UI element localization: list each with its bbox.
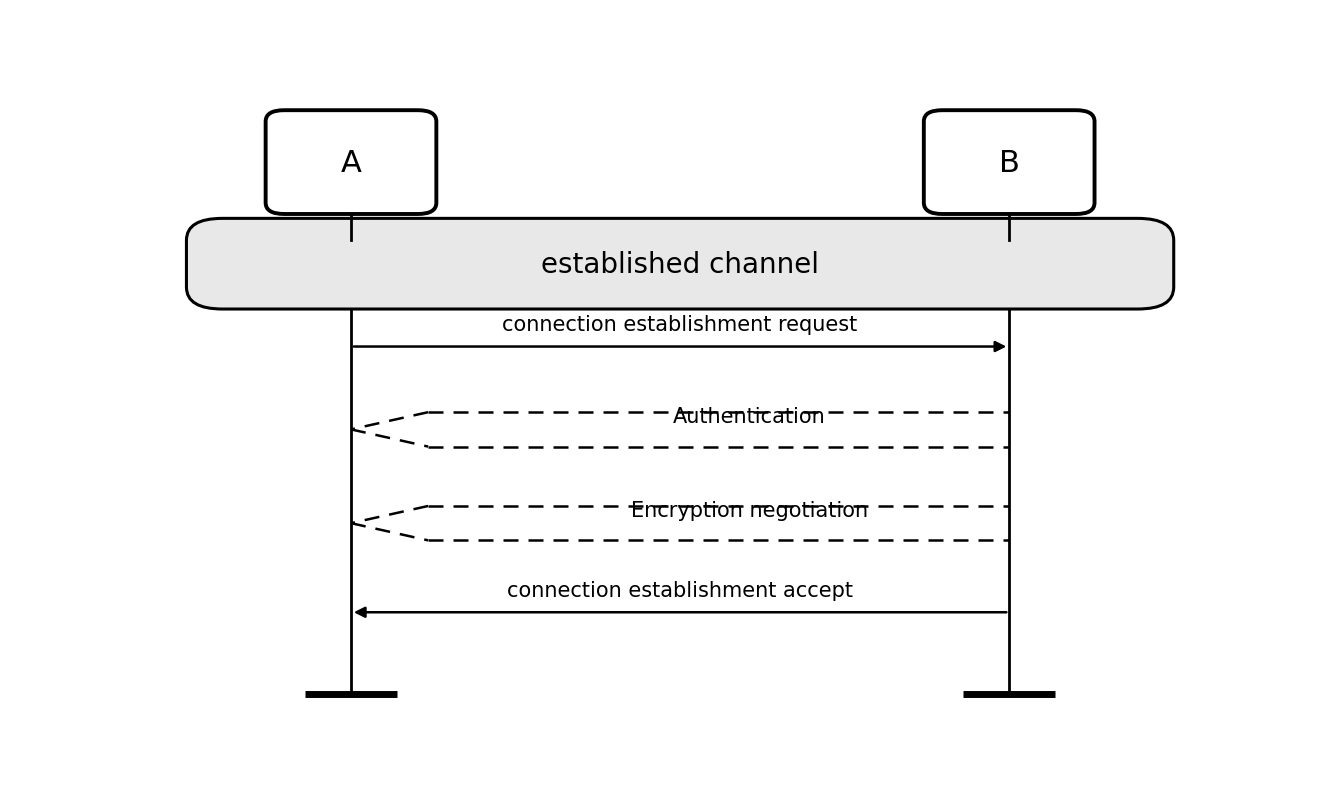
Text: B: B xyxy=(999,148,1019,178)
FancyBboxPatch shape xyxy=(924,111,1095,215)
Text: connection establishment request: connection establishment request xyxy=(503,315,857,335)
Text: Authentication: Authentication xyxy=(673,407,825,427)
FancyBboxPatch shape xyxy=(265,111,437,215)
Text: established channel: established channel xyxy=(541,251,819,278)
FancyBboxPatch shape xyxy=(186,219,1173,310)
Text: connection establishment accept: connection establishment accept xyxy=(507,580,853,600)
Text: A: A xyxy=(341,148,361,178)
Text: Encryption negotiation: Encryption negotiation xyxy=(630,500,868,521)
